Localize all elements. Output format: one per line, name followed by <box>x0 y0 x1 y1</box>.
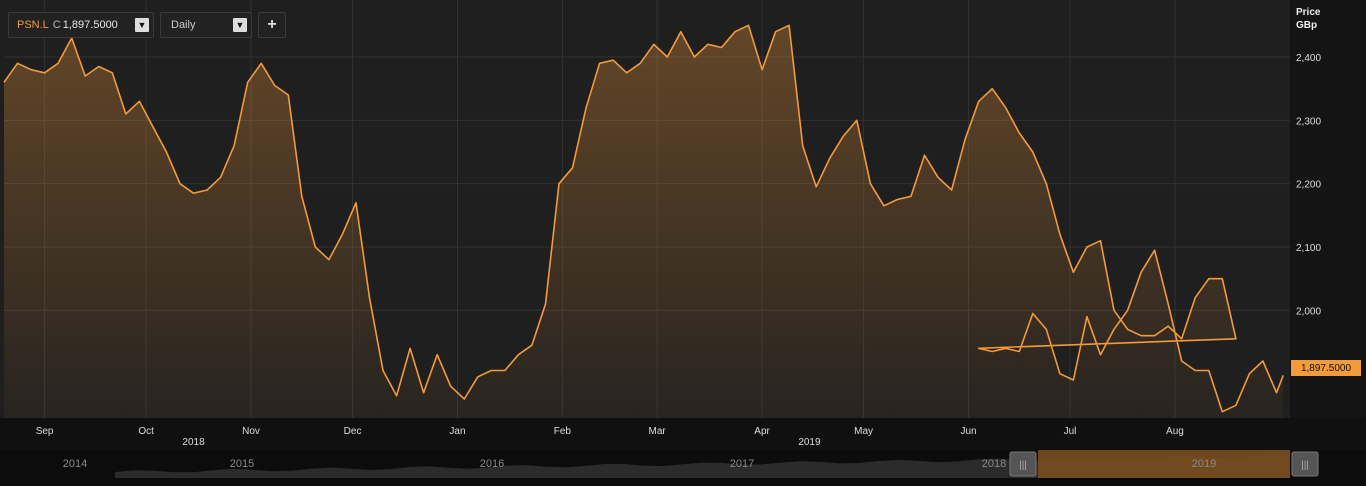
y-tick-label: 2,100 <box>1296 243 1321 254</box>
navigator-year-labels: 2014 2015 2016 2017 2018 2019 <box>63 458 1216 470</box>
triangle-down-icon[interactable]: ▼ <box>135 18 149 32</box>
time-axis-background <box>0 418 1366 450</box>
x-tick-label: Dec <box>344 426 362 437</box>
x-tick-label: Jul <box>1064 426 1077 437</box>
x-axis-labels: Sep Oct Nov Dec Jan Feb Mar Apr May Jun Jul Aug 2018… <box>36 426 1184 448</box>
x-tick-label: Jun <box>960 426 976 437</box>
grip-lines-icon: ||| <box>1019 460 1027 471</box>
symbol-selector[interactable]: PSN.L C 1,897.5000 ▼ <box>8 12 154 38</box>
navigator-handle-right[interactable] <box>1291 451 1319 477</box>
x-tick-label: May <box>854 426 873 437</box>
x-year-label: 2018 <box>182 437 205 448</box>
y-tick-label: 2,000 <box>1296 306 1321 317</box>
unit-label: GBp <box>1296 20 1318 31</box>
triangle-down-icon[interactable]: ▼ <box>233 18 247 32</box>
navigator-year-label: 2016 <box>480 458 504 470</box>
grip-lines-icon: ||| <box>1301 460 1309 471</box>
price-axis-background <box>1290 0 1366 418</box>
chart-toolbar: PSN.L C 1,897.5000 ▼ Daily ▼ + <box>8 12 286 40</box>
navigator-year-label: 2015 <box>230 458 254 470</box>
interval-value: Daily <box>171 19 196 31</box>
x-tick-label: Sep <box>36 426 54 437</box>
y-tick-label: 2,400 <box>1296 53 1321 64</box>
x-tick-label: Apr <box>754 426 770 437</box>
y-axis-labels: 2,000 2,100 2,200 2,300 2,400 <box>1296 53 1321 317</box>
plus-icon: + <box>267 16 277 33</box>
price-line <box>3 24 1284 413</box>
navigator-year-label: 2014 <box>63 458 87 470</box>
symbol-ticker: PSN.L <box>17 19 49 31</box>
navigator-selection[interactable] <box>1038 450 1290 478</box>
price-label: Price <box>1296 7 1321 18</box>
navigator-year-label: 2017 <box>730 458 754 470</box>
navigator-year-label: 2018 <box>982 458 1006 470</box>
y-tick-label: 2,300 <box>1296 116 1321 127</box>
navigator-handle-left[interactable] <box>1009 451 1037 477</box>
navigator-area <box>115 454 1290 478</box>
interval-selector[interactable]: Daily ▼ <box>160 12 252 38</box>
x-year-label: 2019 <box>798 437 821 448</box>
price-area <box>4 25 1284 419</box>
add-indicator-button[interactable]: + <box>258 12 286 38</box>
x-tick-label: Nov <box>242 426 260 437</box>
symbol-currency: C <box>52 19 61 31</box>
x-tick-label: Feb <box>554 426 572 437</box>
x-tick-label: Aug <box>1166 426 1184 437</box>
x-tick-label: Mar <box>649 426 667 437</box>
navigator-year-label: 2019 <box>1192 458 1216 470</box>
price-axis-title: Price GBp <box>1296 6 1320 32</box>
x-tick-label: Jan <box>449 426 465 437</box>
symbol-value: 1,897.5000 <box>62 19 118 31</box>
last-value-badge: 1,897.5000 <box>1291 360 1361 376</box>
y-tick-label: 2,200 <box>1296 180 1321 191</box>
x-tick-label: Oct <box>138 426 154 437</box>
